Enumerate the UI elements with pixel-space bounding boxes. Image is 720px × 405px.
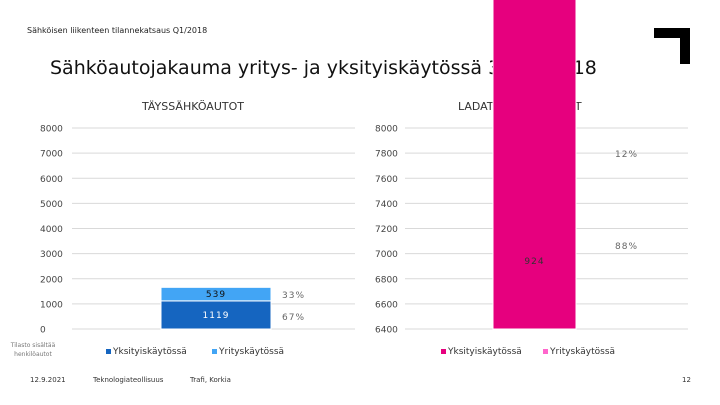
share-label: 12% (615, 150, 638, 160)
y-tick-label: 6400 (375, 326, 398, 336)
y-tick-label: 1000 (40, 300, 63, 310)
share-label: 33% (282, 291, 305, 301)
y-tick-label: 8000 (40, 125, 63, 135)
y-tick-label: 7200 (375, 225, 398, 235)
bar-data-label: 1119 (203, 311, 230, 321)
legend-label: Yksityiskäytössä (447, 347, 522, 357)
y-tick-label: 4000 (40, 225, 63, 235)
y-tick-label: 2000 (40, 275, 63, 285)
bar-data-label: 924 (524, 257, 544, 267)
bar-segment-private (492, 0, 577, 330)
y-tick-label: 7000 (40, 150, 63, 160)
bar-segment-private (160, 300, 272, 330)
y-tick-label: 0 (40, 326, 46, 336)
side-note: Tilasto sisältää henkilöautot (10, 342, 56, 358)
legend-swatch (441, 349, 446, 354)
page-number: 12 (682, 376, 691, 384)
legend-label: Yrityskäytössä (549, 347, 615, 357)
share-label: 67% (282, 313, 305, 323)
legend-swatch (212, 349, 217, 354)
y-tick-label: 7800 (375, 150, 398, 160)
legend-label: Yrityskäytössä (218, 347, 284, 357)
report-subtitle: Sähköisen liikenteen tilannekatsaus Q1/2… (27, 26, 208, 35)
page-title: Sähköautojakauma yritys- ja yksityiskäyt… (50, 57, 597, 79)
y-tick-label: 7600 (375, 175, 398, 185)
footer-organization: Teknologiateollisuus (93, 376, 164, 384)
logo-corner-shape (654, 28, 690, 64)
y-tick-label: 6600 (375, 300, 398, 310)
legend-swatch (106, 349, 111, 354)
legend-label: Yksityiskäytössä (112, 347, 187, 357)
left-chart: 0 1000 2000 3000 4000 5000 6000 7000 8000 1119 67%… (40, 125, 355, 357)
footer-date: 12.9.2021 (30, 376, 66, 384)
y-tick-label: 5000 (40, 200, 63, 210)
bar-segment-company (160, 286, 272, 302)
right-chart: 6400 6600 6800 7000 7200 7400 7600 7800 8000 88% 9… (375, 0, 688, 357)
legend-swatch (543, 349, 548, 354)
bar-data-label: 539 (206, 290, 226, 300)
footer-source: Trafi, Korkia (190, 376, 231, 384)
y-tick-label: 7000 (375, 250, 398, 260)
brand-logo (654, 28, 690, 64)
y-tick-label: 6800 (375, 275, 398, 285)
y-tick-label: 3000 (40, 250, 63, 260)
left-chart-title: TÄYSSÄHKÖAUTOT (142, 100, 244, 113)
share-label: 88% (615, 242, 638, 252)
y-tick-label: 8000 (375, 125, 398, 135)
y-tick-label: 6000 (40, 175, 63, 185)
y-tick-label: 7400 (375, 200, 398, 210)
